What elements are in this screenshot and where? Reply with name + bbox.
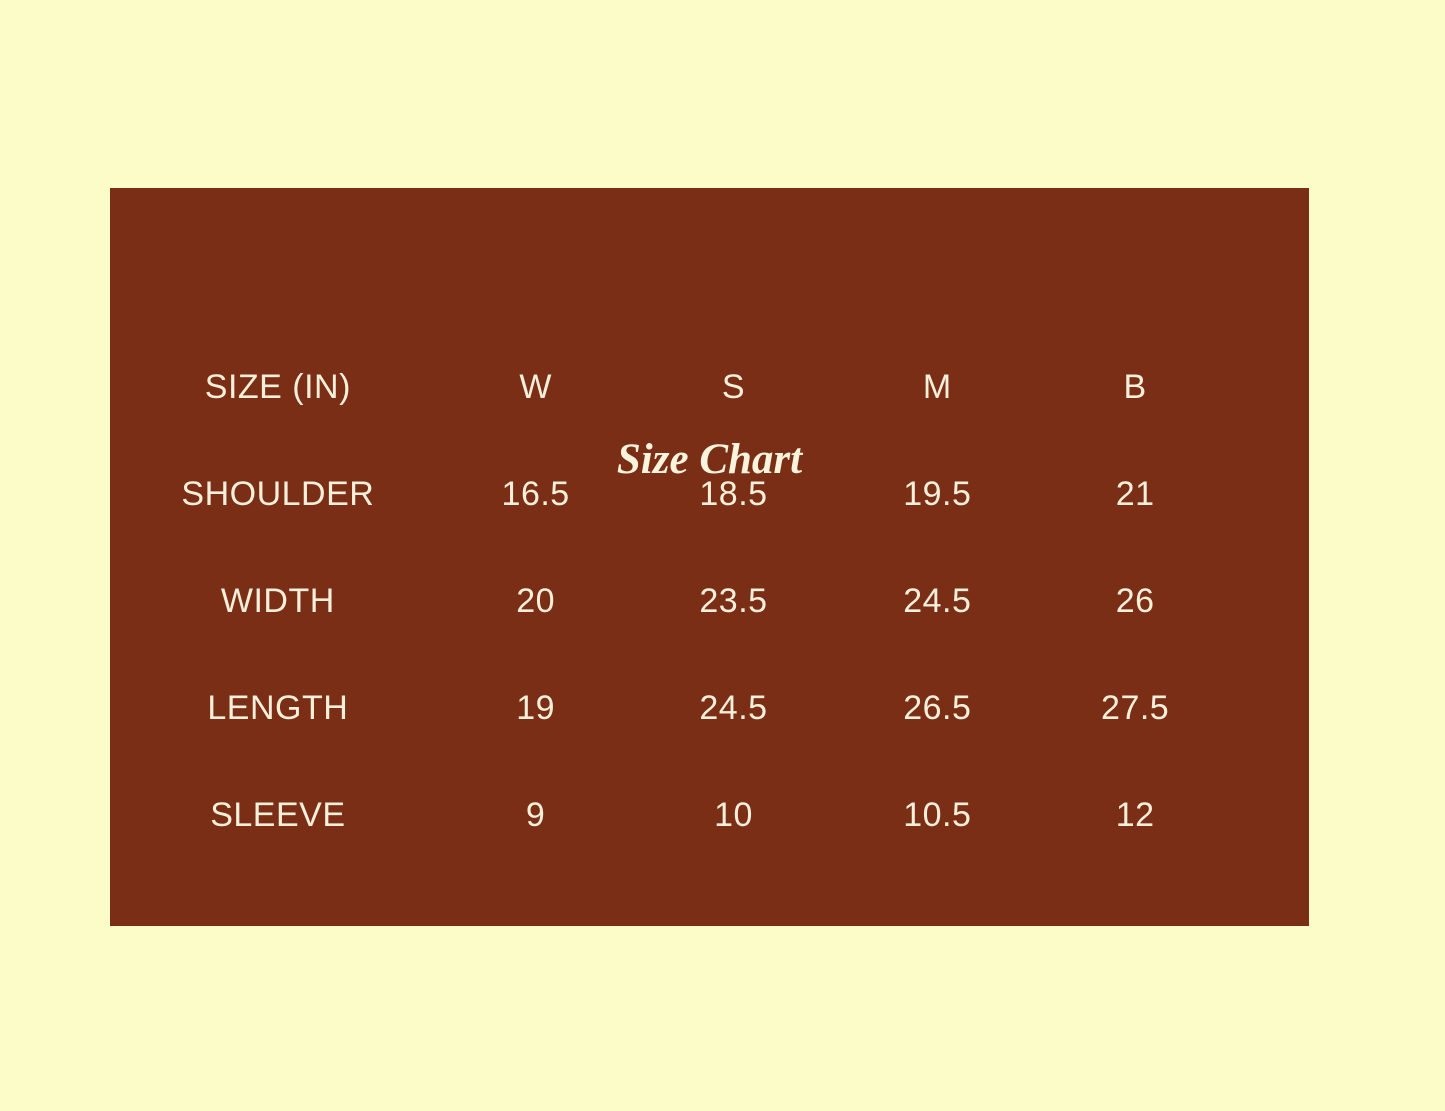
table-cell: WIDTH	[220, 582, 335, 620]
table-row: SLEEVE 9 10 10.5 12	[110, 762, 1309, 869]
table-row: WIDTH 20 23.5 24.5 26	[110, 548, 1309, 655]
size-table: SIZE (IN) W S M B SHOULDER 16.5 18.5 19.5 21 WIDTH…	[110, 334, 1309, 869]
table-cell: 19	[516, 689, 556, 727]
table-cell: 18.5	[699, 475, 768, 513]
table-cell: 26.5	[903, 689, 972, 727]
table-row: LENGTH 19 24.5 26.5 27.5	[110, 655, 1309, 762]
table-row: SHOULDER 16.5 18.5 19.5 21	[110, 441, 1309, 548]
table-cell: 20	[516, 582, 556, 620]
table-cell: 27.5	[1101, 689, 1170, 727]
table-cell: 10	[714, 796, 753, 834]
size-chart-panel: Size Chart	[110, 188, 1309, 926]
table-cell: LENGTH	[207, 689, 349, 727]
table-cell: 21	[1115, 475, 1155, 513]
table-cell: 23.5	[699, 582, 768, 620]
table-cell: 16.5	[501, 475, 570, 513]
table-cell: SLEEVE	[210, 796, 346, 834]
header-cell: SIZE (IN)	[204, 368, 351, 406]
table-cell: 10.5	[903, 796, 972, 834]
table-cell: 19.5	[903, 475, 972, 513]
table-cell: 24.5	[903, 582, 972, 620]
table-cell: 12	[1115, 796, 1155, 834]
header-cell: W	[519, 368, 552, 406]
size-chart-title: Size Chart	[616, 436, 803, 483]
table-header-row: SIZE (IN) W S M B	[110, 334, 1309, 441]
table-cell: 26	[1115, 582, 1155, 620]
header-cell: B	[1123, 368, 1147, 406]
header-cell: S	[721, 368, 746, 406]
table-cell: 9	[525, 796, 546, 834]
table-cell: SHOULDER	[181, 475, 375, 513]
header-cell: M	[922, 368, 952, 406]
table-cell: 24.5	[699, 689, 768, 727]
